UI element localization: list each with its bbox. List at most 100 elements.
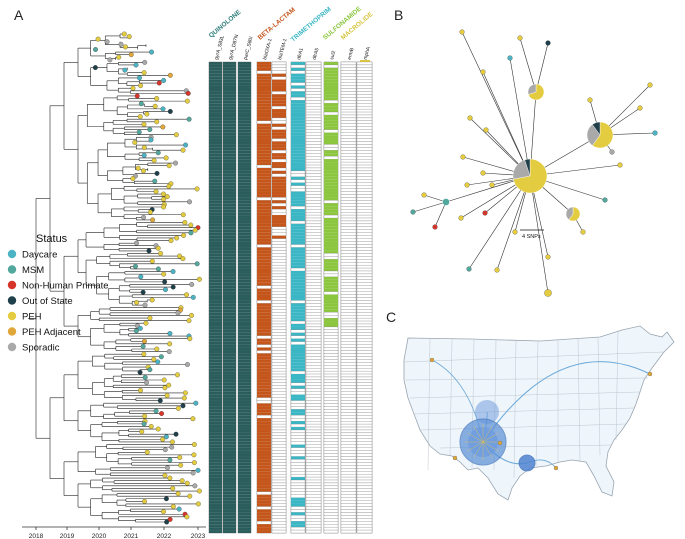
heatmap-cell [340, 385, 357, 389]
heatmap-cell [323, 403, 339, 407]
heatmap-cell [238, 356, 251, 360]
heatmap-cell [291, 285, 305, 289]
heatmap-cell [291, 356, 305, 360]
heatmap-cell [340, 223, 357, 227]
heatmap-cell [271, 438, 287, 442]
network-node [432, 224, 438, 230]
heatmap-cell [305, 253, 322, 257]
heatmap-cell [271, 309, 287, 313]
heatmap-cell [340, 206, 357, 210]
heatmap-cell [209, 388, 222, 392]
heatmap-cell [209, 176, 222, 180]
tree-tip [137, 369, 143, 375]
heatmap-cell [272, 123, 286, 127]
heatmap-cell [209, 418, 222, 422]
tree-tip [148, 137, 154, 143]
heatmap-cell [324, 226, 338, 230]
heatmap-cell [340, 79, 357, 83]
heatmap-cell [356, 212, 373, 216]
tree-tip [141, 152, 147, 158]
heatmap-cell [238, 73, 251, 77]
heatmap-cell [305, 285, 322, 289]
heatmap-cell [340, 238, 357, 242]
heatmap-cell [271, 306, 287, 310]
heatmap-cell [257, 188, 271, 192]
heatmap-cell [257, 294, 271, 298]
heatmap-cell [340, 453, 357, 457]
heatmap-cell [257, 114, 271, 118]
heatmap-cell [257, 459, 271, 463]
tree-tip [168, 238, 174, 244]
heatmap-cell [223, 524, 236, 528]
heatmap-cell [223, 265, 236, 269]
heatmap-cell [290, 403, 306, 407]
heatmap-cell [290, 488, 306, 492]
map-cluster-spoke [467, 441, 484, 452]
tree-tip [162, 473, 168, 478]
timeline-axis: 2018 2019 2020 2021 2022 2023 [22, 526, 206, 539]
tree-tip [153, 189, 159, 194]
heatmap-cell [305, 450, 322, 454]
heatmap-cell [256, 300, 272, 304]
heatmap-cell [271, 359, 287, 363]
heatmap-cell [271, 67, 287, 71]
heatmap-cell [356, 382, 373, 386]
heatmap-cell [356, 423, 373, 428]
heatmap-cell [356, 426, 373, 431]
heatmap-cell [257, 503, 271, 507]
heatmap-cell [356, 79, 373, 83]
heatmap-cell [356, 503, 373, 507]
heatmap-cell [340, 88, 357, 92]
heatmap-cell [209, 421, 222, 425]
tree-tip [134, 93, 140, 99]
heatmap-cell [291, 271, 305, 274]
heatmap-cell [238, 156, 251, 160]
heatmap-cell [305, 412, 322, 416]
heatmap-cell [291, 197, 305, 201]
heatmap-cell [324, 109, 338, 113]
heatmap-cell [223, 368, 236, 372]
heatmap-cell [209, 262, 222, 266]
heatmap-cell [356, 526, 373, 531]
tree-tip [166, 163, 172, 169]
heatmap-cell [291, 165, 305, 168]
heatmap-cell [209, 482, 222, 486]
heatmap-cell [223, 518, 236, 522]
tree-tip [191, 442, 197, 447]
heatmap-cell [209, 294, 222, 298]
heatmap-cell [290, 429, 306, 434]
heatmap-cell [238, 347, 251, 351]
heatmap-cell [305, 521, 322, 525]
heatmap-cell [272, 94, 286, 98]
heatmap-cell [209, 506, 222, 510]
heatmap-cell [257, 456, 271, 460]
network-node [483, 127, 489, 133]
heatmap-cell [257, 79, 271, 83]
heatmap-cell [238, 415, 251, 419]
heatmap-cell [340, 400, 357, 404]
heatmap-cell [257, 406, 271, 410]
heatmap-cell [238, 503, 251, 507]
tree-tip [180, 403, 186, 409]
heatmap-cell [305, 315, 322, 319]
heatmap-cell [356, 338, 373, 342]
tree-tip [133, 62, 139, 68]
heatmap-cell [356, 320, 373, 325]
heatmap-cell [323, 497, 339, 501]
heatmap-cell [257, 259, 271, 263]
tree-tip [191, 460, 197, 466]
heatmap-cell [257, 338, 271, 342]
heatmap-cell [209, 279, 222, 283]
network-node [517, 35, 523, 41]
heatmap-cell [291, 253, 305, 257]
heatmap-column-label-1: gyrA_D87N [228, 34, 241, 61]
heatmap-cell [223, 335, 236, 339]
heatmap-cell [209, 306, 222, 310]
heatmap-cell [271, 376, 287, 381]
heatmap-cell [291, 159, 305, 163]
tree-tip [179, 478, 185, 484]
heatmap-cell [256, 335, 272, 339]
snp-scale-bar: 4 SNPs [520, 229, 544, 240]
heatmap-cell [356, 368, 373, 372]
heatmap-cell [356, 471, 373, 475]
